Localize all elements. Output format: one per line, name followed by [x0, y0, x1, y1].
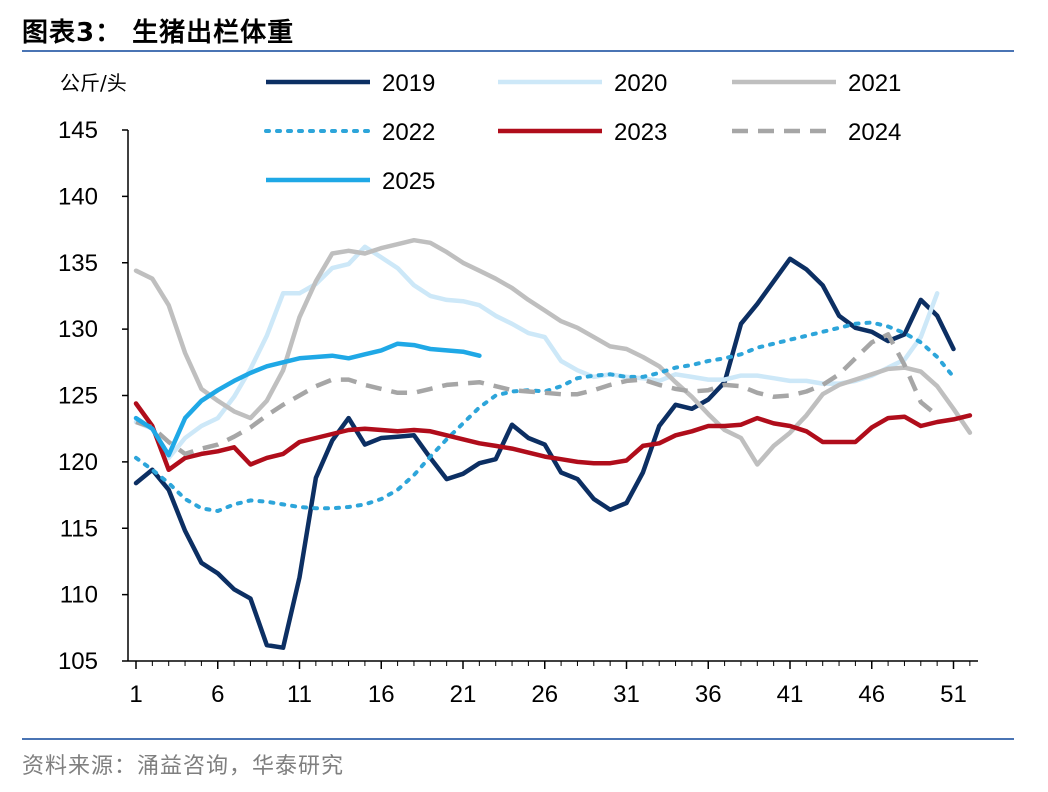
x-tick-label: 16 [368, 681, 395, 708]
x-tick-label: 41 [777, 681, 804, 708]
y-tick-label: 140 [58, 183, 98, 210]
x-tick-label: 31 [613, 681, 640, 708]
series-line-2020 [133, 244, 940, 461]
x-tick-label: 26 [531, 681, 558, 708]
series-line-2021 [133, 237, 973, 467]
legend-item-2024: 2024 [732, 119, 901, 146]
series-layer [133, 237, 973, 650]
x-tick-label: 36 [695, 681, 722, 708]
title-divider [22, 50, 1014, 52]
y-tick-label: 110 [60, 582, 98, 609]
series-line-2024 [135, 332, 939, 457]
x-tick-label: 1 [129, 681, 142, 708]
x-tick-label: 11 [287, 681, 312, 708]
legend-label: 2020 [614, 70, 667, 97]
y-tick-label: 125 [58, 383, 98, 410]
y-tick-label: 130 [58, 316, 98, 343]
legend-item-2025: 2025 [266, 168, 435, 195]
y-tick-label: 120 [58, 449, 98, 476]
y-tick-label: 115 [60, 515, 98, 542]
legend: 2019 2020 2021 2022 2023 2024 2025 [264, 70, 901, 195]
x-tick-label: 51 [940, 681, 967, 708]
source-note: 资料来源：涌益咨询，华泰研究 [22, 754, 345, 779]
legend-label: 2022 [382, 119, 435, 146]
legend-label: 2025 [382, 168, 435, 195]
series-line-2025 [133, 341, 482, 458]
legend-item-2021: 2021 [732, 70, 901, 97]
legend-item-2022: 2022 [264, 119, 435, 146]
x-tick-label: 21 [450, 681, 477, 708]
legend-item-2020: 2020 [498, 70, 667, 97]
y-tick-label: 105 [58, 648, 98, 675]
y-tick-label: 135 [58, 250, 98, 277]
legend-label: 2021 [848, 70, 901, 97]
series-line-2022 [134, 320, 956, 513]
legend-item-2019: 2019 [266, 70, 435, 97]
y-tick-label: 145 [58, 117, 98, 144]
series-line-2019 [133, 256, 956, 650]
footer-divider [22, 738, 1014, 740]
legend-label: 2024 [848, 119, 901, 146]
chart-title: 图表3： 生猪出栏体重 [22, 18, 295, 48]
x-tick-label: 46 [858, 681, 885, 708]
series-line-2023 [133, 401, 973, 473]
x-tick-label: 6 [211, 681, 224, 708]
y-axis-unit-label: 公斤/头 [60, 71, 127, 95]
legend-label: 2023 [614, 119, 667, 146]
legend-label: 2019 [382, 70, 435, 97]
legend-item-2023: 2023 [498, 119, 667, 146]
